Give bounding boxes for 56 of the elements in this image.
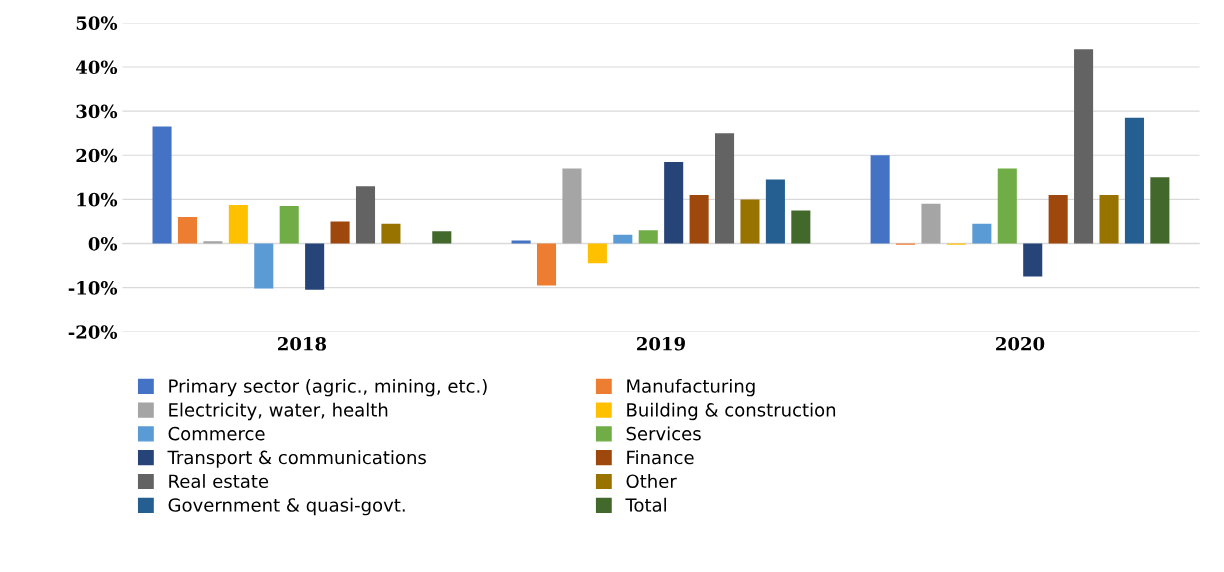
bar: [997, 168, 1017, 244]
bar: [330, 221, 350, 244]
bar: [689, 194, 709, 244]
bar: [765, 179, 785, 244]
bar: [1099, 194, 1119, 244]
legend-label: Total: [625, 497, 666, 512]
bar: [715, 133, 735, 244]
bar: [1023, 243, 1043, 277]
bar: [203, 241, 223, 244]
bar: [1048, 194, 1068, 244]
bar: [740, 199, 760, 244]
legend-label: Electricity, water, health: [169, 402, 388, 421]
bar: [638, 230, 658, 244]
bar: [381, 223, 401, 244]
bar: [536, 243, 557, 286]
bar: [870, 155, 890, 244]
bar: [587, 243, 607, 264]
bar: [921, 203, 941, 244]
bar: [152, 126, 172, 244]
bar: [1074, 49, 1094, 244]
legend-label: Manufacturing: [627, 378, 755, 397]
bar: [432, 231, 452, 244]
bar: [254, 243, 274, 289]
legend-label: Other: [626, 474, 677, 489]
bar: [177, 217, 198, 244]
legend-label: Commerce: [168, 426, 265, 441]
bar: [279, 206, 299, 244]
bar: [562, 168, 582, 244]
bar: [791, 210, 811, 244]
y-tick-label: 0%: [88, 236, 118, 251]
y-tick-label: 20%: [76, 148, 118, 163]
legend-label: Finance: [627, 450, 694, 465]
y-tick-label: -10%: [68, 281, 118, 295]
bar: [613, 234, 633, 244]
y-tick-label: 30%: [76, 104, 118, 119]
y-tick-label: 40%: [76, 60, 118, 75]
legend-label: Real estate: [169, 474, 269, 489]
bar: [228, 205, 248, 244]
y-tick-label: 50%: [76, 16, 118, 30]
bar: [355, 186, 376, 244]
legend-label: Services: [626, 426, 701, 441]
bar: [511, 240, 531, 244]
bar: [305, 243, 325, 290]
bar: [972, 223, 992, 244]
x-tick-label: 2018: [278, 336, 327, 351]
legend-label: Building & construction: [627, 402, 836, 421]
x-tick-label: 2020: [996, 336, 1045, 351]
bar: [664, 161, 684, 244]
legend-label: Government & quasi-govt.: [168, 497, 405, 516]
bar: [1124, 117, 1144, 244]
bar: [1150, 177, 1170, 244]
y-tick-label: -20%: [68, 325, 118, 339]
y-tick-label: 10%: [77, 192, 118, 207]
x-tick-label: 2019: [637, 336, 685, 351]
legend-label: Transport & communications: [167, 450, 426, 468]
legend-label: Primary sector (agric., mining, etc.): [169, 378, 487, 397]
